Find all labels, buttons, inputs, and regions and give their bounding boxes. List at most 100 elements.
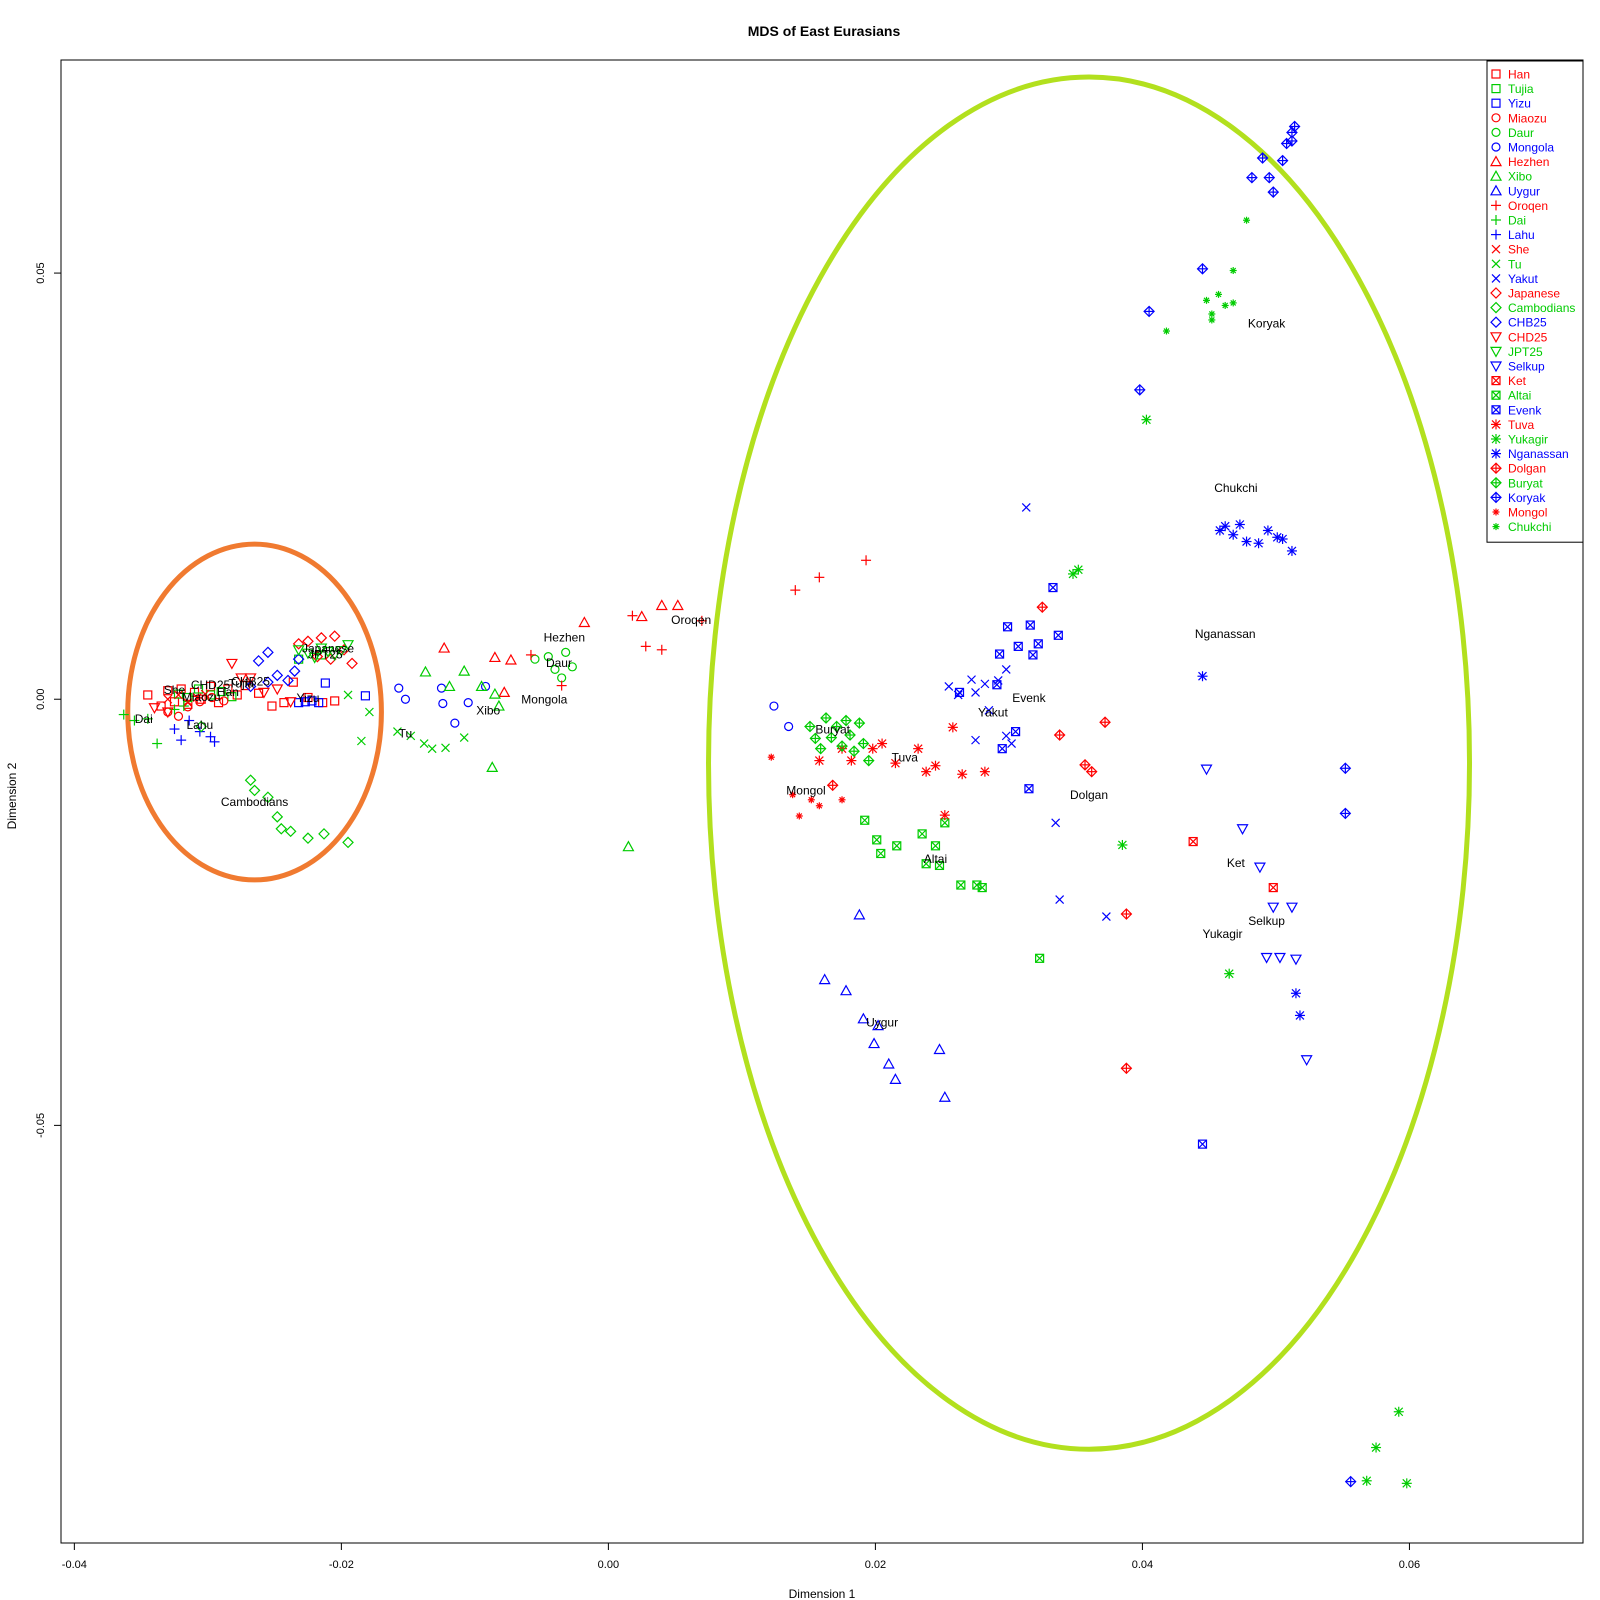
point-nganassan-11 xyxy=(1197,671,1208,682)
point-koryak-3 xyxy=(1196,262,1209,275)
point-chb25-6 xyxy=(292,653,305,666)
point-altai-4 xyxy=(892,841,902,851)
point-nganassan-6 xyxy=(1253,538,1264,549)
point-japanese-4 xyxy=(328,630,341,643)
point-miaozu-6 xyxy=(219,696,229,706)
series-hezhen xyxy=(438,599,684,698)
group-label-chd25: CHD25 xyxy=(191,678,231,692)
point-cambodians-3 xyxy=(262,791,274,804)
point-yukagir-8 xyxy=(1393,1406,1404,1417)
point-evenk-7 xyxy=(1028,650,1038,660)
point-cambodians-1 xyxy=(244,774,257,787)
point-mongola-4 xyxy=(438,698,448,709)
point-lahu-2 xyxy=(176,735,187,746)
point-japanese-3 xyxy=(315,632,328,644)
legend-marker-cambodians xyxy=(1490,301,1502,314)
point-mongola-2 xyxy=(400,694,411,704)
group-label-selkup: Selkup xyxy=(1248,914,1285,928)
point-tuva-9 xyxy=(930,760,941,771)
series-mongol xyxy=(767,753,846,820)
point-jpt25-6 xyxy=(328,650,341,662)
series-dolgan xyxy=(826,601,1133,1075)
point-uygur-3 xyxy=(840,984,853,996)
point-selkup-5 xyxy=(1285,902,1298,914)
point-altai-3 xyxy=(876,848,886,859)
group-label-nganassan: Nganassan xyxy=(1195,627,1256,641)
point-buryat-4 xyxy=(820,712,832,724)
point-yukagir-4 xyxy=(1117,839,1128,850)
group-label-yakut: Yakut xyxy=(978,705,1008,719)
legend-marker-tu xyxy=(1491,259,1501,269)
point-yizu-6 xyxy=(360,691,370,701)
group-label-mongol: Mongol xyxy=(786,784,825,798)
group-label-uygur: Uygur xyxy=(866,1016,898,1030)
point-evenk-10 xyxy=(1053,630,1063,640)
point-tu-7 xyxy=(356,736,366,746)
point-yukagir-9 xyxy=(1401,1478,1412,1489)
point-koryak-2 xyxy=(1143,305,1155,318)
legend-label-yakut: Yakut xyxy=(1508,272,1538,286)
point-hezhen-8 xyxy=(498,686,511,698)
point-chb25-8 xyxy=(252,655,265,667)
series-yakut xyxy=(944,503,1111,921)
point-cambodians-7 xyxy=(302,832,314,844)
legend-marker-mongola xyxy=(1491,142,1501,152)
legend-label-yukagir: Yukagir xyxy=(1508,433,1548,447)
group-label-yizu: Yizu xyxy=(297,691,320,705)
group-label-japanese: Japanese xyxy=(302,641,354,655)
point-she-5 xyxy=(200,689,210,699)
point-buryat2-8 xyxy=(1243,216,1251,224)
point-japanese-6 xyxy=(346,657,358,670)
point-oroqen-4 xyxy=(640,641,651,652)
point-buryat-5 xyxy=(825,731,838,744)
legend-marker-tuva xyxy=(1491,419,1501,430)
point-dai-1 xyxy=(118,709,129,720)
point-tu-4 xyxy=(427,744,437,754)
point-evenk-11 xyxy=(1010,727,1021,737)
series-altai xyxy=(860,815,1045,963)
point-yakut-6 xyxy=(1001,664,1011,674)
point-chd25-2 xyxy=(161,707,174,719)
legend-marker-ket xyxy=(1491,376,1501,386)
legend-label-nganassan: Nganassan xyxy=(1508,447,1569,461)
point-yizu-2 xyxy=(300,697,310,707)
point-ket-1 xyxy=(1188,836,1198,847)
legend-label-yizu: Yizu xyxy=(1508,97,1531,111)
point-buryat2-7 xyxy=(1229,299,1237,307)
legend-marker-yakut xyxy=(1491,273,1501,283)
point-daur-6 xyxy=(567,662,577,672)
point-han-1 xyxy=(143,690,153,700)
point-koryak-1 xyxy=(1133,383,1146,396)
point-evenk-6 xyxy=(1025,620,1035,630)
point-japanese-2 xyxy=(302,635,314,648)
point-yakut-13 xyxy=(1055,895,1065,904)
point-dolgan-8 xyxy=(826,779,839,792)
point-jpt25-1 xyxy=(292,645,305,657)
legend-marker-mongol xyxy=(1492,508,1500,516)
legend-marker-koryak xyxy=(1490,491,1502,504)
point-chd25-3 xyxy=(225,658,238,670)
point-koryak-6 xyxy=(1263,171,1276,184)
series-nganassan xyxy=(1197,519,1305,1021)
point-hezhen-1 xyxy=(438,641,451,653)
point-tuva-5 xyxy=(877,738,888,749)
point-uygur-10 xyxy=(938,1091,951,1102)
point-selkup-3 xyxy=(1253,862,1266,874)
legend-label-dolgan: Dolgan xyxy=(1508,462,1546,476)
point-oroqen-9 xyxy=(861,555,872,566)
group-label-buryat: Buryat xyxy=(815,722,850,736)
point-chb25-7 xyxy=(262,646,274,659)
point-cambodians-10 xyxy=(195,720,208,733)
point-oroqen-3 xyxy=(627,610,638,621)
point-mongola-5 xyxy=(450,718,460,728)
point-xibo-2 xyxy=(443,680,456,692)
series-evenk xyxy=(954,582,1208,1149)
point-nganassan-9 xyxy=(1277,533,1288,544)
legend-marker-nganassan xyxy=(1491,448,1501,459)
point-she-3 xyxy=(183,698,193,708)
plot-frame xyxy=(60,59,1584,1544)
point-buryat-11 xyxy=(853,717,866,729)
series-ket xyxy=(1188,836,1278,893)
point-uygur-4 xyxy=(857,1012,870,1024)
